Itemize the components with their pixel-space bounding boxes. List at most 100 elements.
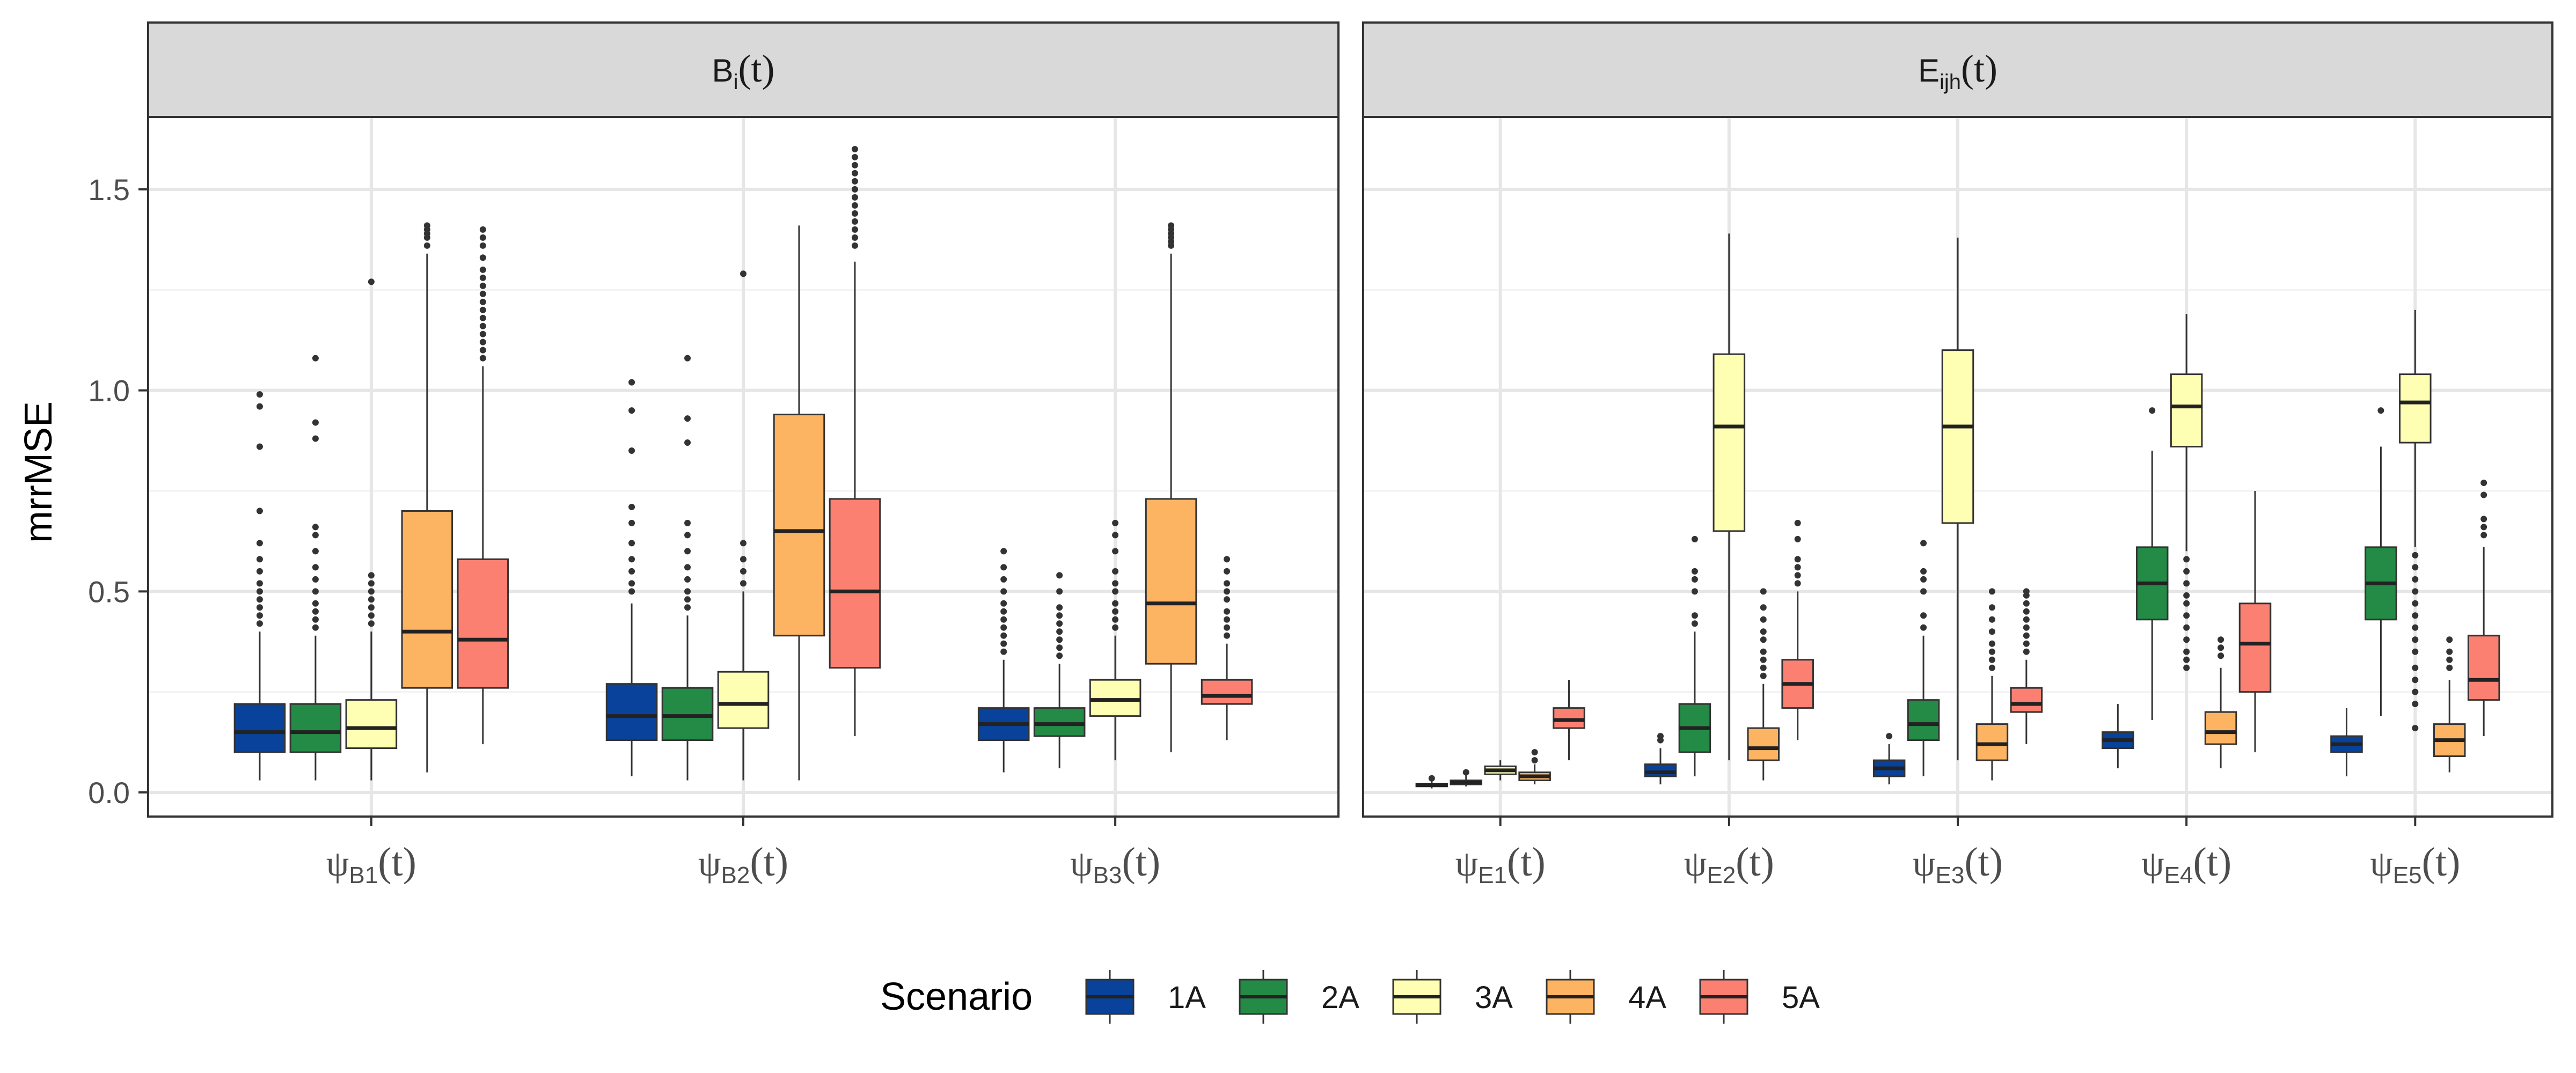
- box-1A-3: [977, 548, 1030, 773]
- x-tick-label: ψE3(t): [1913, 840, 2003, 888]
- outlier-point: [628, 580, 635, 587]
- box-iqr: [1713, 353, 1746, 532]
- outlier-point: [256, 580, 263, 587]
- box-4A-1: [401, 222, 453, 773]
- box-4A-2: [773, 225, 825, 781]
- outlier-point: [1000, 616, 1007, 623]
- outlier-point: [256, 604, 263, 611]
- outlier-point: [851, 161, 858, 168]
- outlier-point: [684, 532, 691, 539]
- outlier-point: [740, 270, 747, 277]
- outlier-point: [2377, 407, 2384, 414]
- outlier-point: [684, 548, 691, 555]
- outlier-point: [628, 503, 635, 510]
- outlier-point: [312, 419, 319, 426]
- outlier-point: [2446, 664, 2453, 671]
- outlier-point: [312, 616, 319, 623]
- box-iqr: [289, 703, 342, 753]
- outlier-point: [479, 314, 486, 321]
- outlier-point: [1794, 572, 1801, 579]
- outlier-point: [851, 210, 858, 217]
- legend-label: 4A: [1628, 980, 1666, 1015]
- box-iqr: [829, 498, 881, 669]
- outlier-point: [479, 322, 486, 329]
- box-2A-2: [661, 355, 714, 781]
- outlier-point: [740, 580, 747, 587]
- outlier-point: [2023, 608, 2030, 615]
- outlier-point: [1112, 600, 1119, 607]
- box-4A-3: [1145, 222, 1197, 753]
- box-2A-4: [2135, 407, 2169, 721]
- outlier-point: [368, 596, 375, 603]
- outlier-point: [2480, 491, 2487, 498]
- outlier-point: [2218, 636, 2224, 643]
- outlier-point: [1794, 564, 1801, 571]
- y-axis-title: mrrMSE: [17, 401, 60, 543]
- outlier-point: [1000, 600, 1007, 607]
- outlier-point: [1988, 648, 1995, 655]
- outlier-point: [1657, 733, 1664, 740]
- y-tick-label: 0.5: [88, 575, 130, 608]
- outlier-point: [1056, 572, 1063, 579]
- outlier-point: [1760, 656, 1767, 663]
- outlier-point: [368, 278, 375, 285]
- legend-item-4A: 4A: [1546, 970, 1666, 1024]
- outlier-point: [2446, 636, 2453, 643]
- legend-label: 5A: [1782, 980, 1820, 1015]
- outlier-point: [1691, 568, 1698, 575]
- box-iqr: [2204, 711, 2237, 745]
- outlier-point: [2183, 624, 2190, 631]
- outlier-point: [479, 290, 486, 297]
- outlier-point: [684, 564, 691, 571]
- outlier-point: [256, 568, 263, 575]
- outlier-point: [2412, 648, 2419, 655]
- outlier-point: [479, 226, 486, 233]
- outlier-point: [312, 355, 319, 362]
- outlier-point: [851, 202, 858, 209]
- outlier-point: [2480, 524, 2487, 531]
- outlier-point: [1224, 588, 1231, 595]
- panels: Bi(t) ψB1(t) ψB2(t) ψB3(t) 0.0 0.5 1.0 1.5 Eijh(…: [88, 21, 2553, 888]
- outlier-point: [1112, 580, 1119, 587]
- outlier-point: [851, 145, 858, 152]
- outlier-point: [628, 540, 635, 547]
- outlier-point: [312, 532, 319, 539]
- outlier-point: [1112, 548, 1119, 555]
- y-tick-label: 0.0: [88, 776, 130, 810]
- legend-label: 2A: [1321, 980, 1359, 1015]
- box-2A-2: [1678, 535, 1711, 777]
- box-iqr: [2399, 373, 2432, 444]
- outlier-point: [1691, 612, 1698, 619]
- y-tick-label: 1.0: [88, 374, 130, 408]
- outlier-point: [1000, 588, 1007, 595]
- outlier-point: [368, 572, 375, 579]
- outlier-point: [1760, 616, 1767, 623]
- outlier-point: [2412, 664, 2419, 671]
- outlier-point: [1794, 519, 1801, 526]
- outlier-point: [1112, 568, 1119, 575]
- outlier-point: [1000, 564, 1007, 571]
- box-3A-5: [2399, 310, 2432, 732]
- outlier-point: [1760, 664, 1767, 671]
- outlier-point: [1428, 775, 1435, 782]
- outlier-point: [423, 222, 430, 229]
- outlier-point: [740, 568, 747, 575]
- outlier-point: [2183, 636, 2190, 643]
- box-iqr: [661, 687, 714, 741]
- outlier-point: [2412, 677, 2419, 684]
- outlier-point: [312, 608, 319, 615]
- outlier-point: [1112, 608, 1119, 615]
- outlier-point: [851, 170, 858, 177]
- outlier-point: [2183, 556, 2190, 563]
- legend-label: 3A: [1475, 980, 1513, 1015]
- outlier-point: [1794, 556, 1801, 563]
- outlier-point: [1056, 636, 1063, 643]
- outlier-point: [479, 266, 486, 273]
- outlier-point: [628, 519, 635, 526]
- outlier-point: [479, 298, 486, 305]
- x-tick-label: ψB2(t): [698, 840, 788, 888]
- outlier-point: [1531, 757, 1538, 764]
- strip-label: Eijh(t): [1918, 47, 1997, 94]
- outlier-point: [368, 580, 375, 587]
